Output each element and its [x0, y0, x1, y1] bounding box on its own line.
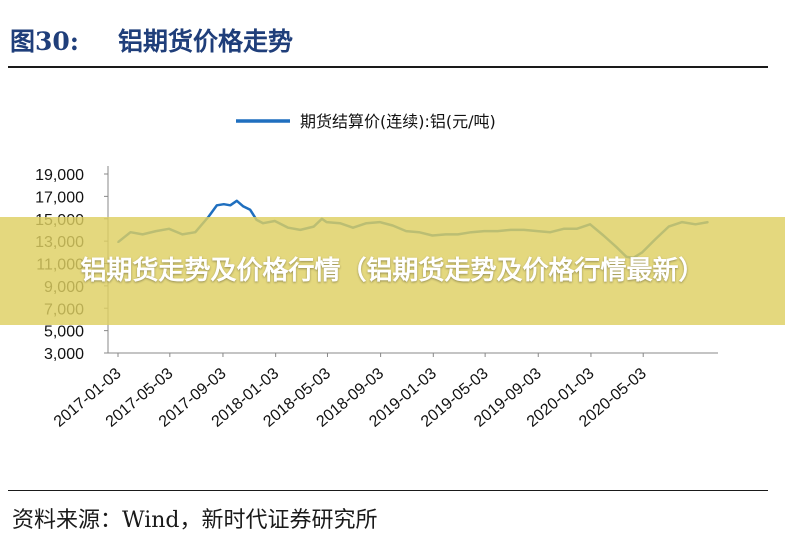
source-note: 资料来源：Wind，新时代证券研究所: [12, 508, 378, 533]
bottom-rule: [8, 490, 768, 491]
figure-header: 图30: 铝期货价格走势: [0, 0, 785, 68]
figure-title: 铝期货价格走势: [118, 27, 294, 56]
headline-text: 铝期货走势及价格行情（铝期货走势及价格行情最新）: [80, 256, 705, 286]
data-point: [223, 203, 225, 206]
data-point: [216, 204, 218, 207]
y-tick-label: 17,000: [35, 189, 84, 206]
data-point: [235, 200, 238, 202]
y-tick-label: 19,000: [35, 167, 84, 184]
data-point: [242, 205, 245, 208]
legend-label: 期货结算价(连续):铝(元/吨): [300, 112, 496, 131]
data-point: [229, 204, 232, 207]
y-tick-label: 3,000: [44, 346, 84, 363]
top-rule: [8, 66, 768, 68]
figure-number: 图30:: [10, 27, 80, 56]
y-tick-label: 5,000: [44, 324, 84, 341]
data-point: [207, 215, 210, 218]
headline-banner: 铝期货走势及价格行情（铝期货走势及价格行情最新）: [0, 217, 785, 325]
data-point: [249, 209, 251, 211]
